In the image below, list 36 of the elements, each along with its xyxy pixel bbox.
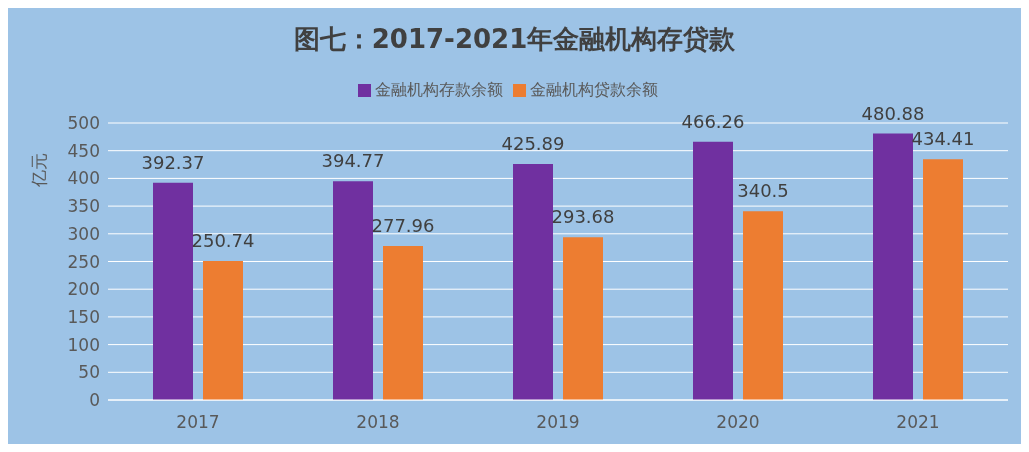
bar [203, 261, 243, 400]
y-axis-title: 亿元 [27, 152, 50, 187]
data-label: 425.89 [501, 133, 565, 155]
y-tick-label: 450 [67, 140, 100, 161]
bar [923, 159, 963, 400]
bar [693, 141, 733, 400]
y-tick-label: 50 [78, 362, 100, 383]
y-tick-label: 300 [67, 223, 100, 244]
bar [873, 133, 913, 400]
x-tick-label: 2019 [536, 412, 580, 433]
y-tick-label: 150 [67, 306, 100, 327]
bar [333, 181, 373, 400]
legend-label: 金融机构存款余额 [375, 80, 503, 99]
x-tick-label: 2020 [716, 412, 760, 433]
data-label: 392.37 [141, 151, 205, 173]
bar [153, 182, 193, 400]
x-tick-label: 2021 [896, 412, 940, 433]
y-tick-label: 100 [67, 334, 100, 355]
legend-label: 金融机构贷款余额 [530, 80, 658, 99]
y-tick-label: 400 [67, 168, 100, 189]
y-tick-label: 250 [67, 251, 100, 272]
data-label: 394.77 [321, 150, 385, 172]
y-tick-label: 0 [89, 390, 100, 411]
data-label: 340.5 [737, 180, 789, 202]
x-tick-label: 2017 [176, 412, 220, 433]
data-label: 480.88 [861, 102, 925, 124]
data-label: 466.26 [681, 110, 745, 132]
bar [563, 237, 603, 400]
y-tick-label: 350 [67, 196, 100, 217]
y-tick-label: 200 [67, 279, 100, 300]
chart-title: 图七：2017-2021年金融机构存贷款 [292, 23, 737, 56]
y-tick-label: 500 [67, 113, 100, 134]
bar [743, 211, 783, 400]
x-tick-label: 2018 [356, 412, 400, 433]
bar [513, 164, 553, 400]
bar [383, 246, 423, 400]
